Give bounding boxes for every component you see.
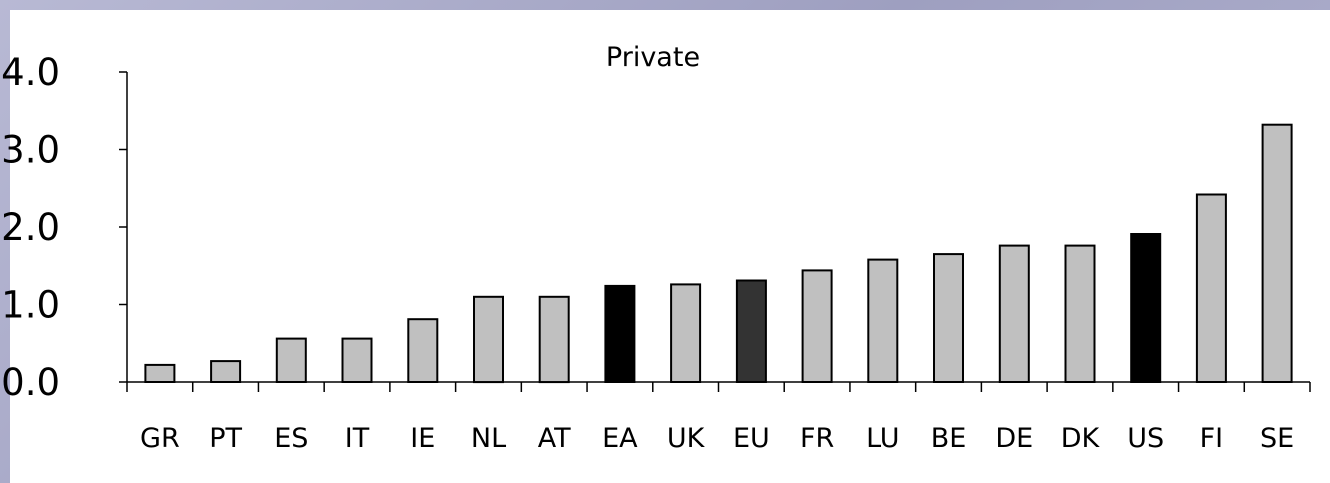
x-tick-label: UK <box>667 423 706 454</box>
y-axis: 0.0 1.0 2.0 3.0 4.0 <box>1 51 128 404</box>
bar-lu <box>867 258 899 384</box>
bar-ea <box>604 284 636 383</box>
bars-group <box>144 123 1293 384</box>
bar-it <box>341 337 373 384</box>
x-tick-label: LU <box>866 423 899 454</box>
bar-se <box>1261 123 1293 383</box>
bar-be <box>933 253 964 384</box>
y-tick-label: 4.0 <box>1 51 60 94</box>
x-tick-label: FI <box>1200 423 1224 454</box>
bar-at <box>538 295 570 384</box>
x-tick-label: EU <box>733 423 770 454</box>
x-tick-label: AT <box>538 423 571 454</box>
x-tick-label: GR <box>140 423 180 454</box>
x-tick-label: EA <box>602 423 638 454</box>
y-tick-label: 0.0 <box>1 361 60 404</box>
y-tick-label: 1.0 <box>1 284 60 327</box>
x-tick-label: FR <box>800 423 834 454</box>
x-tick-label: IT <box>345 423 370 454</box>
y-tick-label: 2.0 <box>1 206 60 249</box>
y-tick-label: 3.0 <box>1 129 60 172</box>
chart-panel <box>10 10 1330 483</box>
x-axis: GR PT ES IT IE NL AT EA UK EU FR LU BE DE DK US FI SE <box>126 381 1311 454</box>
bar-ie <box>407 318 439 384</box>
bar-fr <box>801 269 833 383</box>
x-tick-label: US <box>1127 423 1164 454</box>
x-tick-label: DE <box>995 423 1033 454</box>
bar-de <box>998 244 1030 383</box>
bar-us <box>1130 233 1162 383</box>
bar-dk <box>1064 244 1096 383</box>
bar-pt <box>210 360 242 384</box>
bar-gr <box>144 363 176 383</box>
x-tick-label: IE <box>410 423 435 454</box>
x-tick-label: ES <box>274 423 308 454</box>
x-tick-label: SE <box>1260 423 1294 454</box>
x-tick-label: DK <box>1061 423 1101 454</box>
bar-fi <box>1195 193 1227 383</box>
chart-title: Private <box>606 42 700 73</box>
bar-uk <box>670 283 702 383</box>
bar-es <box>275 337 307 384</box>
x-tick-label: BE <box>931 423 967 454</box>
x-tick-label: PT <box>209 423 242 454</box>
x-tick-label: NL <box>471 423 506 454</box>
bar-nl <box>473 295 504 384</box>
bar-eu <box>735 279 767 383</box>
